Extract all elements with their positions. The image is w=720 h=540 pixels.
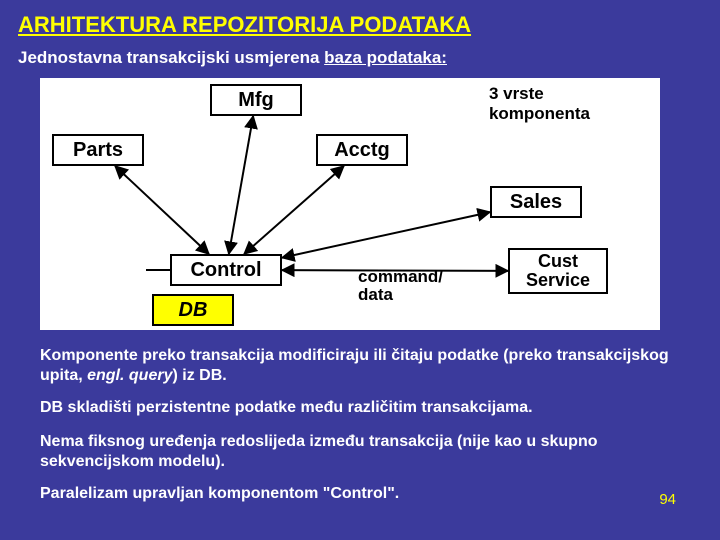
subtitle-plain: Jednostavna transakcijski usmjerena [18,48,324,67]
node-parts: Parts [52,134,144,166]
subtitle-underlined: baza podataka: [324,48,447,67]
paragraph-3: Nema fiksnog uređenja redoslijeda između… [40,432,680,472]
node-db: DB [152,294,234,326]
paragraph-2: DB skladišti perzistentne podatke među r… [40,398,680,418]
node-acctg: Acctg [316,134,408,166]
node-mfg: Mfg [210,84,302,116]
command-label-line1: command/ [358,268,443,286]
page-title: ARHITEKTURA REPOZITORIJA PODATAKA [18,12,471,38]
paragraph-4: Paralelizam upravljan komponentom "Contr… [40,484,680,504]
page-number: 94 [659,491,676,508]
diagram-panel: 3 vrste komponenta MfgPartsAcctgSalesCus… [40,78,660,330]
node-control: Control [170,254,282,286]
para1-c: ) iz DB. [172,367,226,384]
node-sales: Sales [490,186,582,218]
subtitle: Jednostavna transakcijski usmjerena baza… [18,48,447,68]
command-data-label: command/ data [358,268,443,304]
paragraph-1: Komponente preko transakcija modificiraj… [40,346,680,386]
node-cust: Cust Service [508,248,608,294]
command-label-line2: data [358,286,443,304]
para1-b: engl. query [87,367,172,384]
